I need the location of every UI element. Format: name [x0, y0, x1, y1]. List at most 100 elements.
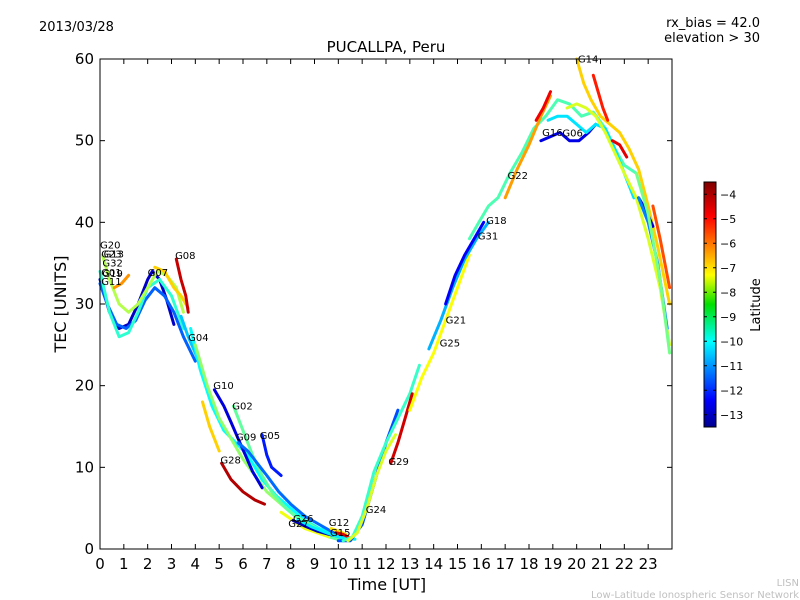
series-line-25 — [408, 253, 471, 412]
y-tick-label: 60 — [75, 50, 94, 68]
satellite-label-g29: G29 — [388, 457, 408, 468]
satellite-label-g16: G16 — [542, 128, 562, 139]
colorbar-tick-label: −8 — [720, 286, 736, 299]
satellite-label-g09: G09 — [236, 432, 256, 443]
series-line-10 — [201, 400, 221, 453]
credit-long: Low-Latitude Ionospheric Sensor Network — [591, 590, 799, 600]
series-line-22 — [341, 363, 421, 543]
series-line-36 — [610, 139, 629, 159]
series-line-31 — [539, 122, 598, 143]
x-tick-label: 18 — [519, 555, 538, 573]
x-tick-label: 16 — [472, 555, 491, 573]
satellite-label-g21: G21 — [446, 316, 466, 327]
series-line-27 — [444, 220, 486, 306]
rx-bias-label: rx_bias = 42.0 — [666, 16, 760, 31]
x-tick-label: 4 — [191, 555, 201, 573]
series-line-1 — [98, 282, 197, 363]
x-tick-label: 21 — [591, 555, 610, 573]
colorbar-label: Latitude — [749, 278, 764, 332]
x-tick-label: 15 — [448, 555, 467, 573]
series-line-23 — [346, 433, 397, 543]
series-line-35 — [591, 73, 610, 122]
x-tick-label: 1 — [119, 555, 129, 573]
satellite-label-g18: G18 — [486, 216, 506, 227]
y-axis-label: TEC [UNITS] — [51, 256, 70, 354]
x-tick-label: 19 — [543, 555, 562, 573]
axis-ticks: 0 1 2 3 4 5 6 7 8 9 10 11 12 13 14 15 16 17 18 19 20 21 22 2301… — [75, 50, 672, 573]
satellite-label-g01: G01 — [101, 268, 121, 279]
x-tick-label: 14 — [424, 555, 443, 573]
series-line-30 — [534, 90, 552, 122]
x-tick-label: 9 — [310, 555, 320, 573]
x-tick-label: 22 — [615, 555, 634, 573]
colorbar-tick-label: −10 — [720, 335, 743, 348]
credit-short: LISN — [777, 578, 799, 589]
satellite-label-g27: G27 — [288, 519, 308, 530]
satellite-label-g31: G31 — [478, 231, 498, 242]
chart-title: PUCALLPA, Peru — [327, 38, 446, 56]
x-tick-label: 17 — [496, 555, 515, 573]
x-tick-label: 12 — [376, 555, 395, 573]
satellite-label-g26: G26 — [293, 514, 313, 525]
colorbar-tick-label: −13 — [720, 409, 743, 422]
colorbar-tick-label: −9 — [720, 311, 736, 324]
satellite-label-g20: G20 — [100, 240, 120, 251]
satellite-label-g04: G04 — [188, 333, 208, 344]
x-tick-label: 7 — [262, 555, 272, 573]
x-tick-label: 11 — [353, 555, 372, 573]
series-line-14 — [260, 433, 283, 477]
x-tick-label: 6 — [238, 555, 248, 573]
series-line-4 — [112, 273, 131, 290]
colorbar-tick-label: −12 — [720, 384, 743, 397]
colorbar-tick-label: −11 — [720, 360, 743, 373]
date-label: 2013/03/28 — [39, 20, 114, 35]
satellite-label-g19: G19 — [102, 269, 122, 280]
satellite-label-g32: G32 — [102, 258, 122, 269]
x-tick-label: 8 — [286, 555, 296, 573]
series-line-15 — [220, 461, 266, 506]
satellite-label-g05: G05 — [260, 431, 280, 442]
colorbar-ticks: −13 −12 −11 −10 −9 −8 −7 −6 −5 −4 — [704, 188, 743, 422]
y-tick-label: 50 — [75, 132, 94, 150]
x-tick-label: 3 — [167, 555, 177, 573]
y-tick-label: 20 — [75, 377, 94, 395]
satellite-label-g22: G22 — [508, 171, 528, 182]
series-lines — [98, 57, 672, 543]
x-axis-label: Time [UT] — [347, 575, 426, 594]
series-line-16 — [279, 510, 331, 539]
x-tick-label: 13 — [400, 555, 419, 573]
y-tick-label: 30 — [75, 295, 94, 313]
series-line-24 — [389, 392, 414, 465]
y-tick-label: 40 — [75, 213, 94, 231]
series-line-11 — [212, 388, 264, 490]
series-line-5 — [153, 265, 190, 310]
series-line-18 — [296, 518, 357, 541]
series-line-39 — [634, 171, 672, 355]
x-tick-label: 2 — [143, 555, 153, 573]
x-tick-label: 10 — [329, 555, 348, 573]
satellite-label-g11: G11 — [101, 277, 121, 288]
satellite-label-g25: G25 — [440, 338, 460, 349]
satellite-label-g10: G10 — [213, 381, 233, 392]
satellite-label-g07: G07 — [148, 268, 168, 279]
series-line-33 — [565, 102, 672, 347]
satellite-label-g23: G23 — [101, 249, 121, 260]
colorbar-tick-label: −6 — [720, 237, 736, 250]
satellite-label-g15: G15 — [330, 528, 350, 539]
satellite-label-g06: G06 — [562, 129, 582, 140]
series-line-13 — [236, 441, 350, 539]
satellite-label-g28: G28 — [220, 455, 240, 466]
satellite-label-g13: G13 — [104, 249, 124, 260]
series-line-6 — [174, 257, 190, 314]
y-tick-label: 10 — [75, 458, 94, 476]
x-tick-label: 5 — [214, 555, 224, 573]
satellite-label-g14: G14 — [578, 54, 598, 65]
elevation-label: elevation > 30 — [664, 31, 760, 46]
series-line-40 — [651, 204, 672, 290]
colorbar-tick-label: −4 — [720, 188, 736, 201]
y-tick-label: 0 — [84, 540, 94, 558]
satellite-label-g02: G02 — [232, 401, 252, 412]
series-line-2 — [98, 269, 185, 339]
